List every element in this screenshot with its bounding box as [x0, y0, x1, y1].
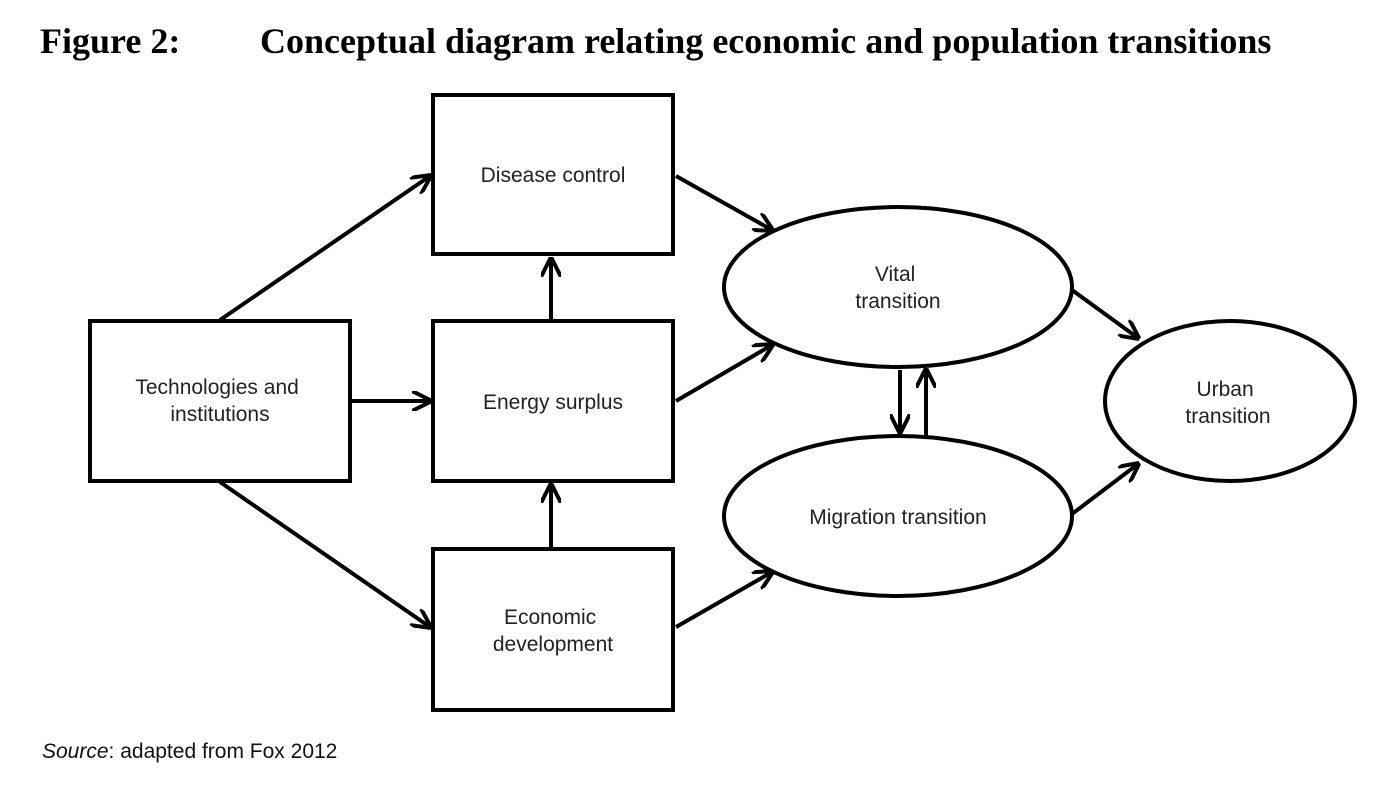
migration-transition-label: Migration transition — [809, 506, 986, 529]
figure-title: Figure 2: Conceptual diagram relating eco… — [40, 20, 1271, 62]
urban-transition-label-line-1: Urban — [1196, 378, 1253, 401]
urban-transition-label-line-2: transition — [1185, 405, 1270, 428]
arrow-vital-to-urban-transition — [1070, 288, 1138, 338]
vital-transition-label-line-1: Vital — [875, 263, 915, 286]
urban-transition-label: Urban transition — [1185, 378, 1270, 428]
vital-transition-label: Vital transition — [855, 263, 940, 313]
disease-control-label-line-1: Disease control — [481, 164, 626, 187]
energy-surplus-box — [431, 319, 675, 483]
figure-label: Figure 2: — [40, 21, 181, 61]
economic-development-label-line-1: Economic — [504, 606, 596, 629]
economic-development-label-line-2: development — [493, 633, 613, 656]
migration-transition-label-line-1: Migration transition — [809, 506, 986, 529]
arrows — [218, 174, 1138, 629]
figure-title-text: Conceptual diagram relating economic and… — [260, 21, 1272, 61]
urban-transition-ellipse — [1103, 319, 1357, 483]
technologies-label-line-2: institutions — [170, 403, 269, 426]
migration-transition-ellipse — [722, 434, 1074, 598]
arrow-economic-development-to-migration-transition — [675, 572, 772, 629]
economic-development-box — [431, 547, 675, 712]
economic-development-label: Economic development — [493, 606, 613, 656]
disease-control-box — [431, 93, 675, 256]
energy-surplus-label-line-1: Energy surplus — [483, 391, 623, 414]
technologies-label-line-1: Technologies and — [135, 376, 298, 399]
disease-control-label: Disease control — [481, 164, 626, 187]
source-text: : adapted from Fox 2012 — [108, 740, 338, 763]
vital-transition-ellipse — [722, 205, 1074, 369]
arrow-technologies-to-disease-control — [218, 176, 430, 322]
technologies-box — [88, 319, 352, 483]
arrow-energy-surplus-to-vital-transition — [674, 345, 772, 403]
arrow-migration-to-urban-transition — [1070, 464, 1138, 516]
energy-surplus-label: Energy surplus — [483, 391, 623, 414]
source-label: Source — [42, 740, 109, 763]
technologies-label: Technologies and institutions — [135, 376, 304, 426]
arrow-technologies-to-economic-development — [218, 480, 430, 627]
source-note: Source: adapted from Fox 2012 — [42, 740, 337, 764]
arrow-disease-control-to-vital-transition — [675, 174, 772, 230]
vital-transition-label-line-2: transition — [855, 290, 940, 313]
